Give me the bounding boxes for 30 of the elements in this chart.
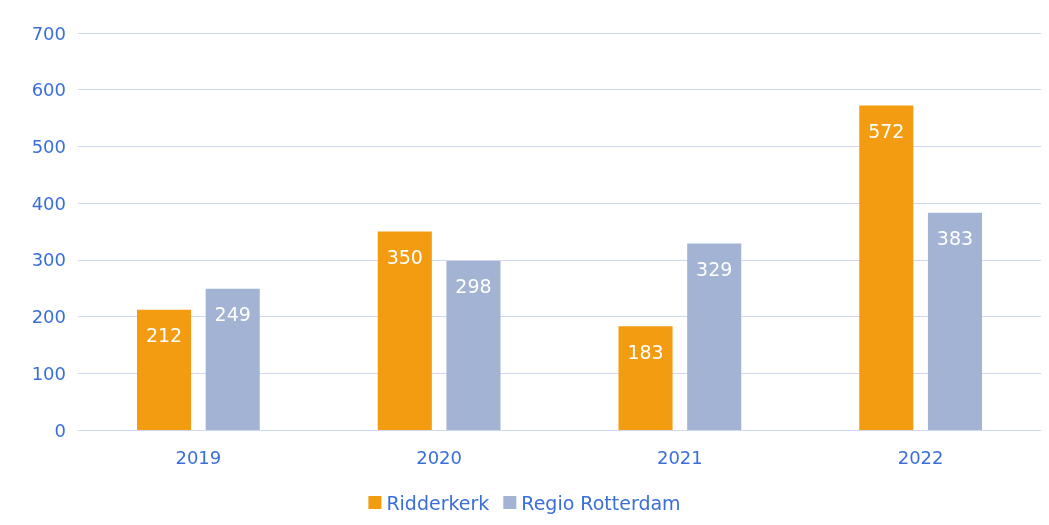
bar (446, 260, 501, 430)
data-label: 183 (627, 340, 664, 363)
x-tick-label: 2019 (175, 446, 222, 468)
y-tick-label: 200 (31, 306, 66, 328)
bar (205, 288, 260, 430)
data-label: 350 (386, 246, 423, 268)
data-label: 249 (214, 303, 251, 326)
data-label: 383 (936, 227, 974, 250)
data-label: 572 (868, 120, 905, 143)
x-tick-label: 2020 (416, 446, 463, 468)
y-tick-label: 500 (31, 135, 66, 157)
y-tick-label: 400 (31, 192, 66, 214)
bar (687, 243, 742, 430)
bar (859, 105, 914, 430)
bar (136, 309, 192, 430)
data-label: 329 (696, 257, 733, 280)
y-tick-label: 100 (31, 362, 66, 384)
x-tick-label: 2021 (656, 446, 703, 468)
bar (377, 231, 432, 430)
legend-label: Ridderkerk (386, 491, 490, 514)
y-tick-label: 600 (31, 79, 66, 101)
y-tick-label: 700 (31, 22, 66, 44)
y-tick-label: 0 (54, 419, 66, 441)
legend-label: Regio Rotterdam (521, 491, 681, 514)
bar (618, 326, 673, 430)
y-tick-label: 300 (31, 249, 66, 271)
data-label: 212 (145, 324, 183, 347)
x-tick-label: 2022 (897, 446, 944, 468)
data-label: 298 (455, 275, 492, 298)
bar (927, 212, 983, 430)
